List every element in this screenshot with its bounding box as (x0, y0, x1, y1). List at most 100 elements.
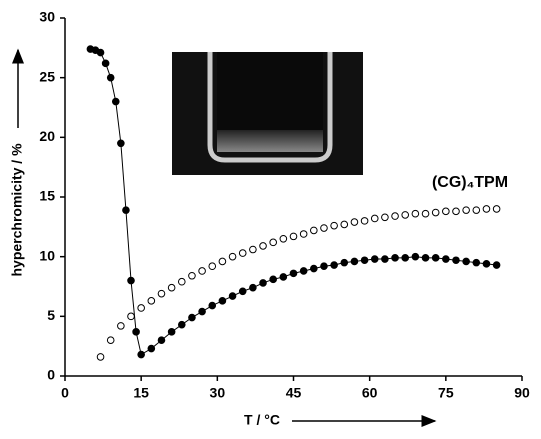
data-point (442, 207, 450, 216)
data-point (431, 208, 440, 217)
data-point (401, 211, 410, 219)
x-tick-label: 0 (61, 385, 69, 401)
data-point (208, 262, 217, 271)
data-point (411, 209, 420, 218)
data-point (106, 336, 115, 345)
data-point (330, 221, 338, 230)
data-point (381, 255, 389, 263)
data-point (269, 275, 277, 284)
data-point (391, 212, 399, 220)
data-point (320, 262, 328, 271)
data-point (127, 312, 135, 321)
data-point (122, 206, 130, 214)
inset-photo (172, 52, 363, 175)
data-point (127, 276, 135, 285)
x-tick-label: 90 (514, 385, 530, 401)
data-point (340, 258, 349, 267)
data-point (228, 252, 237, 261)
y-tick-label: 5 (47, 307, 55, 323)
data-point (218, 297, 227, 305)
data-point (350, 218, 359, 226)
data-point (472, 258, 481, 267)
data-point (289, 269, 298, 278)
data-point (96, 48, 105, 57)
data-point (401, 254, 410, 262)
data-point (238, 287, 247, 296)
data-point (249, 283, 257, 292)
data-point (289, 232, 298, 241)
x-tick-label: 15 (133, 385, 149, 401)
data-point (452, 207, 460, 216)
data-point (330, 261, 338, 269)
data-point (421, 254, 430, 262)
data-point (249, 245, 257, 254)
y-tick-label: 15 (39, 188, 55, 204)
data-point (421, 209, 430, 218)
data-point (320, 224, 328, 232)
data-point (117, 322, 125, 330)
y-tick-label: 0 (47, 367, 55, 383)
data-point (492, 261, 501, 269)
data-point (147, 297, 156, 305)
data-point (106, 73, 115, 82)
data-point (259, 279, 267, 287)
data-point (228, 292, 237, 300)
data-point (310, 226, 318, 235)
data-point (279, 234, 288, 243)
data-point (111, 97, 120, 106)
data-point (482, 205, 491, 213)
data-point (157, 289, 166, 298)
data-point (462, 257, 470, 266)
y-tick-label: 30 (39, 9, 55, 25)
x-tick-label: 60 (362, 385, 378, 401)
x-axis-label: T / °C (244, 412, 280, 428)
x-tick-label: 75 (438, 385, 454, 401)
data-point (411, 252, 420, 261)
data-point (350, 257, 359, 266)
data-point (310, 264, 318, 273)
data-point (370, 214, 379, 223)
data-point (482, 260, 491, 268)
x-tick-label: 30 (210, 385, 226, 401)
data-point (208, 301, 217, 310)
data-point (167, 328, 176, 336)
data-point (269, 238, 277, 247)
series-line (90, 48, 497, 356)
data-point (117, 139, 125, 148)
x-tick-label: 45 (286, 385, 302, 401)
y-axis-label: hyperchromicity / % (9, 143, 25, 277)
data-point (238, 249, 247, 257)
data-point (218, 257, 227, 266)
data-point (360, 256, 369, 265)
y-tick-label: 25 (39, 68, 55, 84)
data-point (370, 255, 379, 263)
y-tick-label: 10 (39, 247, 55, 263)
data-point (259, 242, 267, 250)
data-point (340, 220, 349, 229)
data-point (299, 230, 308, 238)
data-point (137, 304, 145, 312)
data-point (167, 283, 176, 292)
data-point (177, 320, 186, 329)
data-point (431, 254, 440, 262)
data-point (360, 217, 369, 225)
data-point (137, 350, 145, 359)
data-point (132, 328, 140, 336)
data-point (157, 336, 166, 345)
data-point (177, 277, 186, 286)
data-point (96, 353, 105, 361)
annotation: (CG)₄TPM (432, 174, 508, 191)
data-point (279, 273, 288, 281)
data-point (391, 254, 399, 262)
data-point (198, 307, 206, 316)
data-point (452, 256, 460, 265)
data-point (101, 59, 110, 68)
data-point (381, 213, 389, 222)
data-point (198, 267, 206, 275)
data-point (147, 344, 156, 353)
data-point (472, 206, 481, 214)
data-point (462, 206, 470, 214)
data-point (188, 313, 196, 322)
data-point (188, 271, 196, 280)
